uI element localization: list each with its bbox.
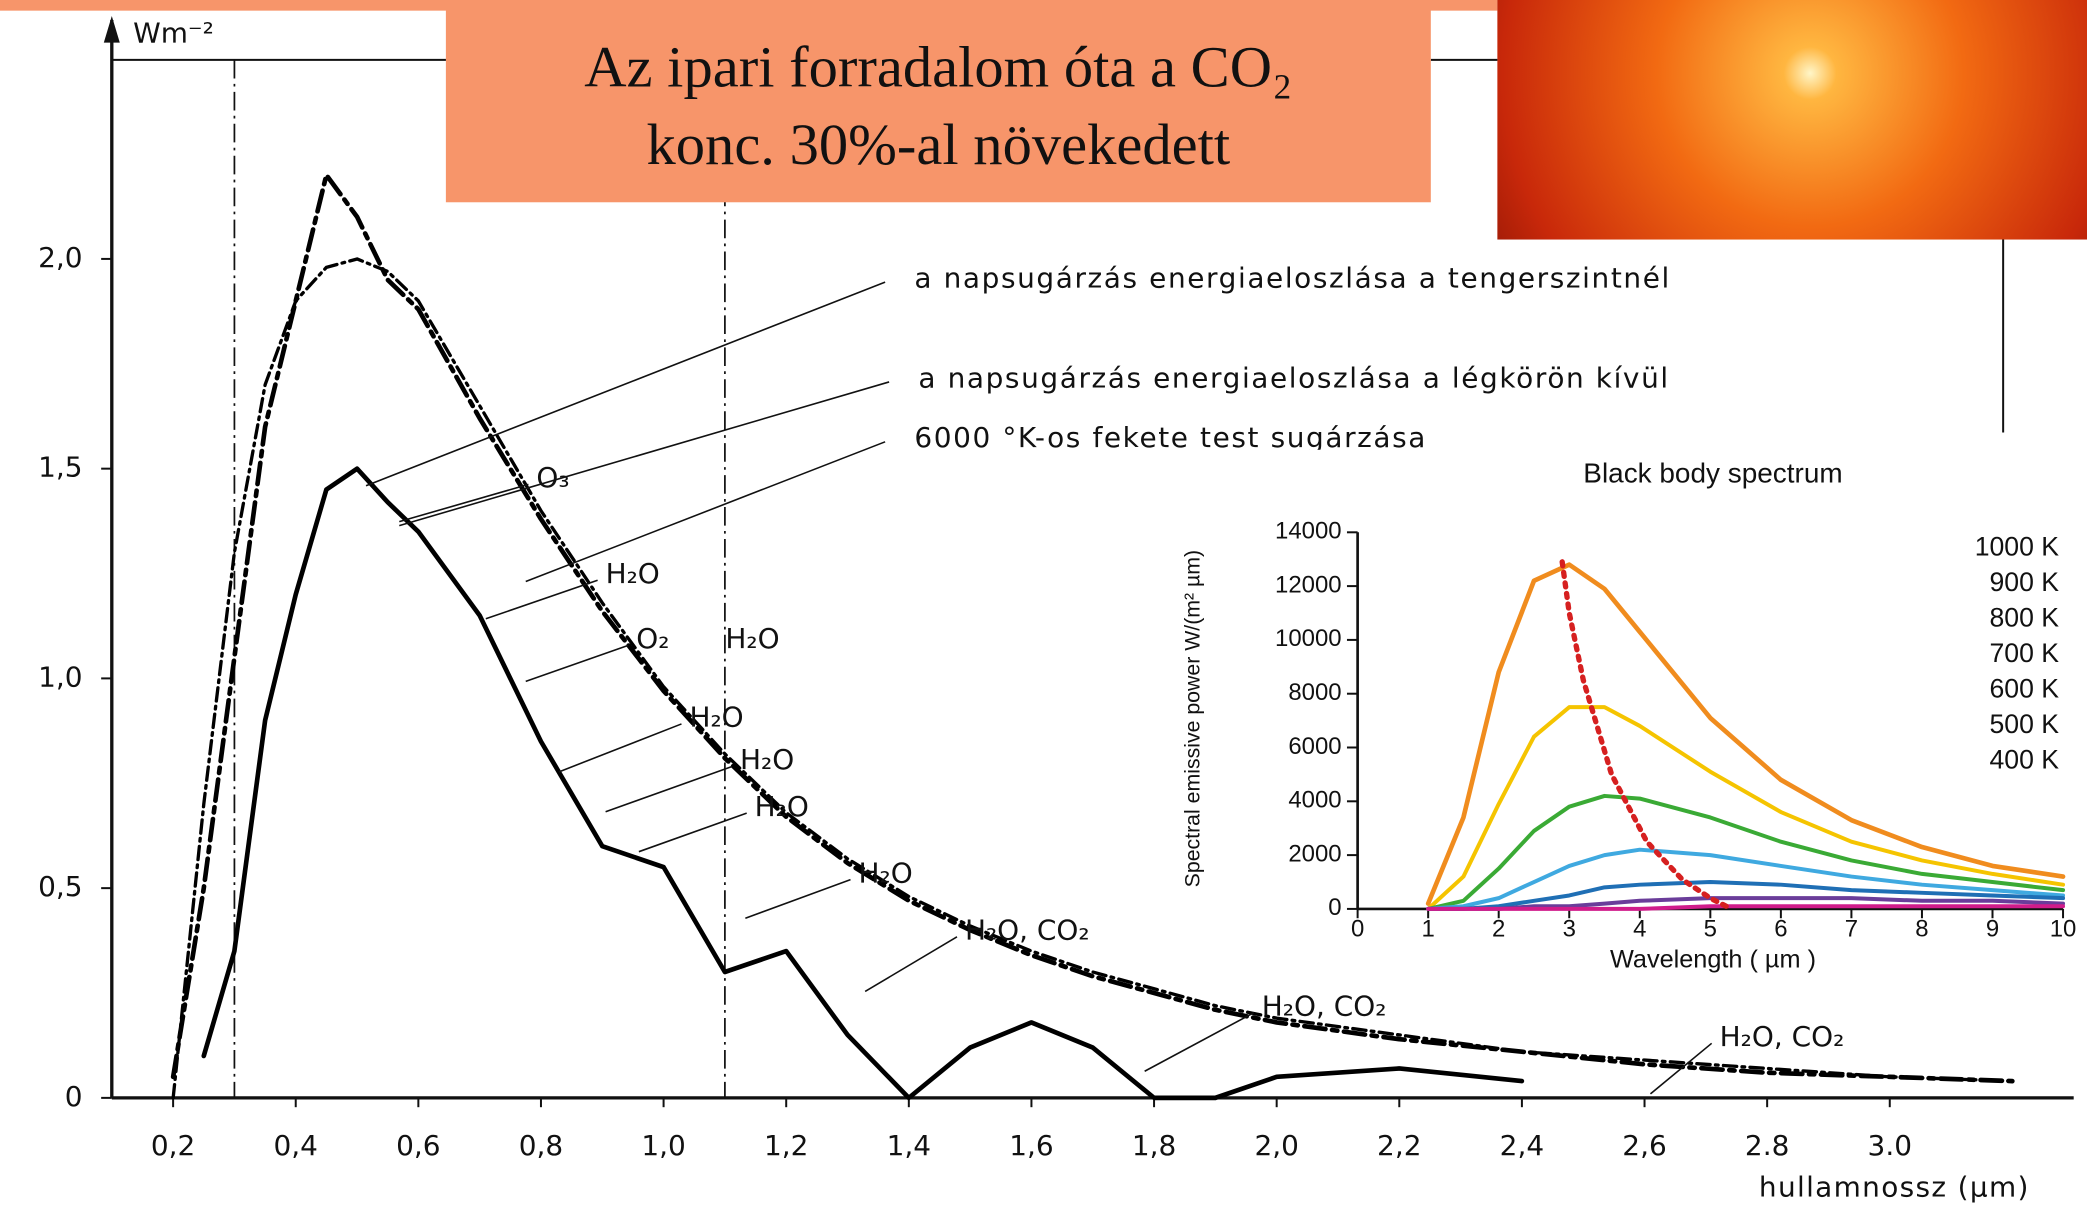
y-axis-label: Wm⁻² [133, 17, 214, 50]
leader-line [399, 484, 528, 521]
x-tick-label: 0,8 [519, 1129, 563, 1162]
callout-text: konc. 30%-al növekedett [647, 112, 1231, 177]
inset-chart: 0 2000 4000 6000 8000 10000 12000 14000 0 1 2 3 4 5 6 7… [1171, 450, 2087, 989]
page: {"callout": {"lines": ["Az ipari forrada… [0, 0, 2087, 1207]
y-tick-label: 6000 [1288, 733, 1341, 760]
leader-line [606, 767, 732, 812]
leader-line [526, 442, 885, 582]
leader-line [1145, 1013, 1254, 1072]
y-tick-label: 1,5 [38, 451, 82, 484]
series-label: a napsugárzás energiaeloszlása a légkörö… [918, 361, 1669, 394]
annotation: H₂O [606, 557, 660, 590]
series-label: a napsugárzás energiaeloszlása a tengers… [914, 261, 1670, 294]
y-tick-label: 14000 [1275, 518, 1342, 545]
annotation: H₂O, CO₂ [1720, 1020, 1845, 1053]
annotation: O₂ [636, 622, 669, 655]
callout-text: Az ipari forradalom óta a CO₂ [584, 35, 1292, 100]
annotation: H₂O, CO₂ [1262, 989, 1387, 1022]
x-tick-label: 6 [1774, 916, 1787, 943]
legend-label: 500 K [1989, 709, 2059, 739]
leader-line [865, 937, 957, 992]
y-tick-label: 1,0 [38, 660, 82, 693]
y-tick-label: 12000 [1275, 571, 1342, 598]
annotation: H₂O [725, 622, 779, 655]
x-tick-label: 3.0 [1868, 1129, 1912, 1162]
legend-label: 600 K [1989, 673, 2059, 703]
x-tick-label: 1,0 [641, 1129, 685, 1162]
axis-arrow [104, 16, 120, 43]
annotation: H₂O, CO₂ [965, 914, 1090, 947]
x-tick-label: 5 [1704, 916, 1717, 943]
annotation: H₂O [740, 743, 794, 776]
x-tick-label: 10 [2050, 916, 2077, 943]
x-axis-label: Wavelength ( µm ) [1610, 945, 1816, 973]
y-tick-label: 10000 [1275, 625, 1342, 652]
legend-label: 700 K [1989, 638, 2059, 668]
annotation: O₃ [536, 461, 569, 494]
sun-photo [1497, 0, 2087, 240]
leader-line [526, 645, 628, 681]
x-tick-label: 0,4 [274, 1129, 318, 1162]
legend-label: 900 K [1989, 567, 2059, 597]
y-tick-label: 0,5 [38, 870, 82, 903]
x-tick-label: 8 [1915, 916, 1928, 943]
x-tick-label: 0,6 [396, 1129, 440, 1162]
x-tick-label: 2,2 [1377, 1129, 1421, 1162]
annotation: H₂O [689, 701, 743, 734]
x-tick-label: 2.8 [1745, 1129, 1789, 1162]
leader-line [639, 813, 747, 852]
x-tick-label: 0 [1351, 916, 1364, 943]
x-tick-label: 2,6 [1622, 1129, 1666, 1162]
x-tick-label: 1,2 [764, 1129, 808, 1162]
y-tick-label: 8000 [1288, 679, 1341, 706]
x-tick-label: 3 [1563, 916, 1576, 943]
y-tick-label: 4000 [1288, 787, 1341, 814]
slide: 0 0,5 1,0 1,5 2,0 0,2 0,4 0,6 0,8 1,0 1,2 1,4 1,6 1,8… [0, 0, 2087, 1207]
x-tick-label: 1 [1421, 916, 1434, 943]
chart-title: Black body spectrum [1583, 457, 1842, 488]
annotation: H₂O [858, 856, 912, 889]
legend-label: 400 K [1989, 744, 2059, 774]
y-tick-label: 2000 [1288, 840, 1341, 867]
x-tick-label: 7 [1845, 916, 1858, 943]
annotation: H₂O [755, 790, 809, 823]
y-axis-label: Spectral emissive power W/(m² µm) [1181, 550, 1205, 887]
leader-line [486, 580, 598, 619]
x-tick-label: 2,0 [1254, 1129, 1298, 1162]
x-tick-label: 1,6 [1009, 1129, 1053, 1162]
leader-line [745, 880, 850, 919]
y-tick-label: 0 [65, 1080, 83, 1113]
x-tick-label: 1,8 [1132, 1129, 1176, 1162]
y-tick-label: 2,0 [38, 241, 82, 274]
y-tick-label: 0 [1328, 894, 1341, 921]
callout: Az ipari forradalom óta a CO₂ konc. 30%-… [446, 0, 1431, 202]
x-tick-label: 1,4 [887, 1129, 931, 1162]
x-tick-label: 2 [1492, 916, 1505, 943]
legend-label: 800 K [1989, 602, 2059, 632]
leader-line [559, 724, 681, 772]
x-tick-label: 9 [1986, 916, 1999, 943]
leader-line [366, 282, 885, 486]
x-tick-label: 4 [1633, 916, 1646, 943]
legend-label: 1000 K [1975, 531, 2060, 561]
x-tick-label: 2,4 [1500, 1129, 1544, 1162]
series-label: 6000 °K-os fekete test sugárzása [914, 421, 1427, 454]
x-tick-label: 0,2 [151, 1129, 195, 1162]
x-axis-label: hullamnossz (µm) [1759, 1170, 2030, 1203]
